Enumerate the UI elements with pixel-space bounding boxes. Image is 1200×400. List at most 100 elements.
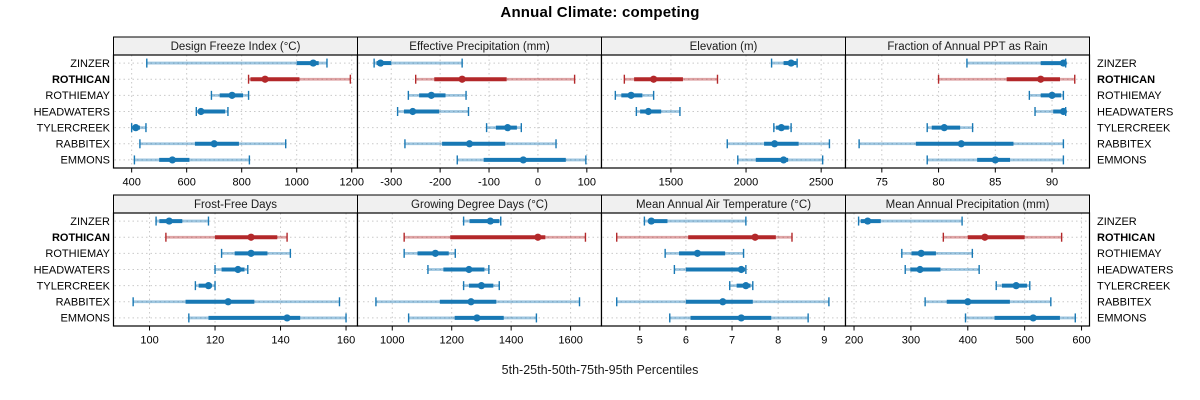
percentile-series-headwaters	[673, 265, 747, 274]
percentile-series-rothican	[937, 74, 1076, 84]
median-dot	[504, 124, 512, 132]
median-dot	[467, 298, 475, 306]
x-tick-label: 100	[140, 335, 158, 347]
percentile-series-rabbitex	[726, 139, 831, 149]
x-tick-label: 200	[845, 335, 863, 347]
site-label-left: ROTHIEMAY	[45, 90, 110, 102]
panel-strip-title: Frost-Free Days	[194, 199, 277, 211]
percentile-series-rothican	[942, 232, 1063, 242]
percentile-series-zinzer	[462, 216, 502, 226]
median-dot	[777, 124, 785, 132]
median-dot	[964, 298, 972, 306]
median-dot	[916, 265, 924, 274]
median-dot	[234, 265, 242, 274]
percentile-series-rothiemay	[664, 248, 745, 258]
percentile-series-rabbitex	[616, 297, 830, 307]
median-dot	[247, 249, 255, 257]
x-tick-label: 140	[271, 335, 289, 347]
site-label-left: TYLERCREEK	[37, 122, 111, 134]
percentile-series-rabbitex	[858, 139, 1065, 149]
percentile-series-rothican	[616, 232, 793, 242]
percentile-series-rothican	[165, 232, 288, 242]
panel-background	[845, 55, 1090, 168]
x-tick-label: 85	[989, 177, 1001, 189]
percentile-series-zinzer	[155, 216, 210, 226]
x-tick-label: 1400	[499, 335, 523, 347]
median-dot	[165, 217, 173, 225]
percentile-series-tylercreek	[773, 123, 792, 133]
percentile-series-tylercreek	[729, 281, 754, 291]
median-dot	[409, 107, 417, 116]
median-dot	[940, 124, 948, 132]
panel: Mean Annual Air Temperature (°C) 5 6 7 8 9	[600, 194, 847, 347]
percentile-series-zinzer	[373, 58, 463, 68]
x-tick-label: 600	[177, 177, 195, 189]
x-tick-label: 0	[535, 177, 541, 189]
panel-strip-title: Fraction of Annual PPT as Rain	[887, 41, 1047, 53]
percentile-series-headwaters	[396, 107, 470, 116]
percentile-series-tylercreek	[194, 281, 216, 291]
x-tick-label: 6	[683, 335, 689, 347]
panel-strip-title: Design Freeze Index (°C)	[171, 41, 301, 53]
site-label-left: ZINZER	[70, 58, 110, 70]
percentile-series-rothican	[623, 74, 719, 84]
x-tick-label: 7	[729, 335, 735, 347]
median-dot	[1059, 59, 1067, 67]
x-tick-label: 400	[959, 335, 977, 347]
percentile-series-zinzer	[857, 216, 963, 226]
percentile-series-tylercreek	[130, 123, 147, 133]
median-dot	[261, 75, 269, 83]
median-dot	[751, 233, 759, 241]
site-label-right: RABBITEX	[1097, 297, 1152, 309]
percentile-series-zinzer	[146, 58, 328, 68]
percentile-series-rothiemay	[614, 90, 655, 100]
median-dot	[132, 124, 140, 132]
x-tick-label: 1200	[439, 335, 463, 347]
median-dot	[917, 249, 925, 257]
median-dot	[224, 298, 232, 306]
median-dot	[737, 314, 745, 322]
x-tick-label: 5	[637, 335, 643, 347]
panel-background	[113, 55, 358, 168]
percentile-series-emmons	[456, 155, 587, 165]
median-dot	[1029, 314, 1037, 322]
percentile-series-emmons	[407, 313, 538, 323]
x-tick-label: -300	[380, 177, 402, 189]
site-label-left: RABBITEX	[56, 297, 111, 309]
percentile-series-rabbitex	[375, 297, 581, 307]
x-tick-label: 600	[1072, 335, 1090, 347]
median-dot	[742, 282, 750, 290]
percentile-series-emmons	[964, 313, 1076, 323]
percentile-series-emmons	[669, 313, 809, 323]
median-dot	[486, 217, 494, 225]
x-tick-label: 160	[337, 335, 355, 347]
percentile-series-emmons	[926, 155, 1065, 165]
percentile-series-rabbitex	[404, 139, 557, 149]
median-dot	[204, 282, 213, 290]
percentile-series-tylercreek	[926, 123, 974, 133]
x-tick-label: 800	[233, 177, 251, 189]
percentile-series-tylercreek	[462, 281, 500, 291]
median-dot	[465, 265, 473, 274]
percentile-series-zinzer	[643, 216, 747, 226]
percentile-series-rothiemay	[220, 248, 292, 258]
x-tick-label: 1600	[558, 335, 582, 347]
x-tick-label: 2500	[809, 177, 833, 189]
percentile-series-rothiemay	[1028, 90, 1065, 100]
percentile-series-headwaters	[635, 107, 681, 116]
site-label-right: ROTHIEMAY	[1097, 248, 1162, 260]
median-dot	[981, 233, 989, 241]
median-dot	[168, 156, 176, 164]
percentile-series-rabbitex	[139, 139, 287, 149]
site-label-left: TYLERCREEK	[37, 280, 111, 292]
site-label-right: HEADWATERS	[1097, 106, 1173, 118]
median-dot	[519, 156, 527, 164]
panel-border	[844, 54, 1091, 169]
site-label-right: EMMONS	[1097, 155, 1147, 167]
percentile-series-rothiemay	[210, 90, 250, 100]
percentile-series-emmons	[133, 155, 251, 165]
panel: Fraction of Annual PPT as Rain 75 80 85 90	[844, 36, 1091, 189]
panel-strip-title: Mean Annual Air Temperature (°C)	[636, 199, 811, 211]
